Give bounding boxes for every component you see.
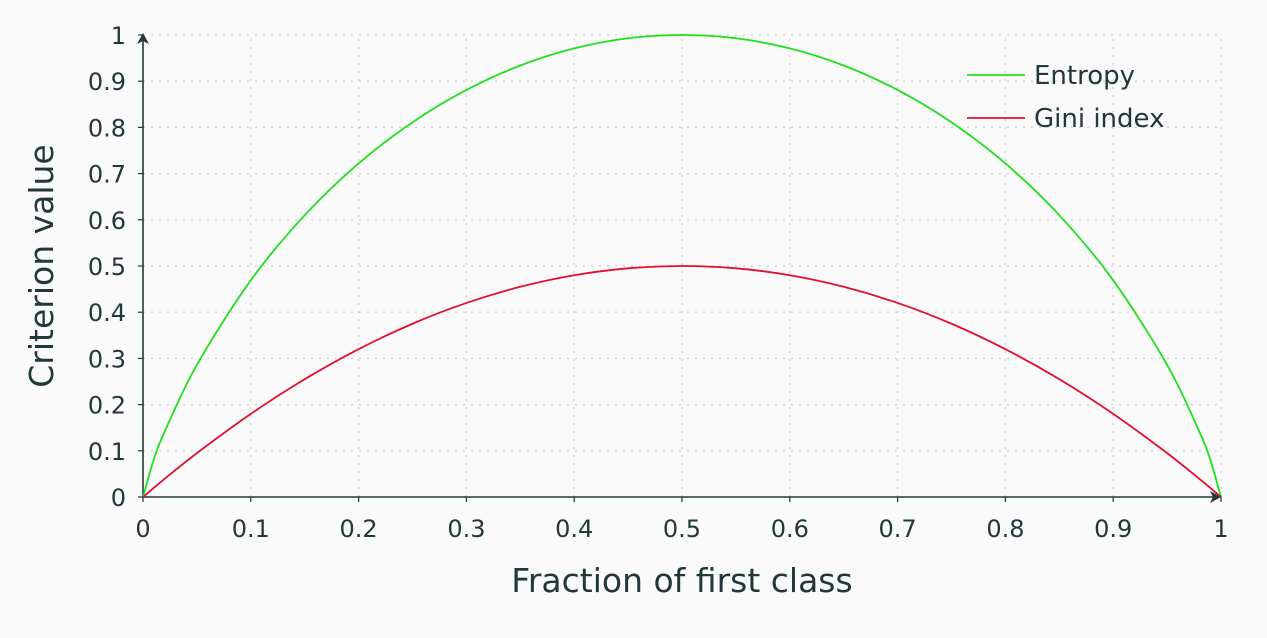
grid (143, 34, 1222, 497)
legend: Entropy Gini index (967, 61, 1164, 134)
y-tick-label: 0.3 (88, 345, 126, 373)
series-lines (142, 34, 1222, 498)
x-tick-label: 1 (1213, 515, 1228, 543)
x-tick-labels: 0 0.1 0.2 0.3 0.4 0.5 0.6 0.7 0.8 0.9 1 (135, 497, 1229, 543)
x-tick-label: 0.4 (555, 515, 593, 543)
y-tick-label: 0.6 (88, 207, 126, 235)
x-axis-arrow (1210, 491, 1221, 503)
y-axis-title: Criterion value (22, 144, 61, 388)
x-axis-title: Fraction of first class (511, 561, 852, 600)
y-tick-label: 0.1 (88, 438, 126, 466)
x-tick-label: 0.5 (663, 515, 701, 543)
axes (137, 33, 1221, 503)
y-tick-label: 0.4 (88, 299, 126, 327)
x-tick-label: 0.7 (879, 515, 917, 543)
y-tick-label: 0.5 (88, 253, 126, 281)
x-tick-label: 0.1 (232, 515, 270, 543)
y-tick-label: 0.2 (88, 392, 126, 420)
y-tick-labels: 0 0.1 0.2 0.3 0.4 0.5 0.6 0.7 0.8 0.9 1 (88, 22, 143, 512)
y-tick-label: 1 (111, 22, 126, 50)
y-tick-label: 0.9 (88, 68, 126, 96)
x-tick-label: 0.6 (771, 515, 809, 543)
y-axis-arrow (137, 33, 149, 44)
y-tick-label: 0 (111, 484, 126, 512)
legend-label-gini-index: Gini index (1034, 104, 1164, 134)
x-tick-label: 0.2 (340, 515, 378, 543)
x-tick-label: 0.3 (447, 515, 485, 543)
x-tick-label: 0 (135, 515, 150, 543)
legend-label-entropy: Entropy (1034, 61, 1135, 91)
y-tick-label: 0.7 (88, 161, 126, 189)
y-tick-label: 0.8 (88, 114, 126, 142)
x-tick-label: 0.9 (1094, 515, 1132, 543)
x-tick-label: 0.8 (986, 515, 1024, 543)
series-line-entropy (142, 34, 1222, 498)
series-line-gini-index (142, 265, 1222, 498)
